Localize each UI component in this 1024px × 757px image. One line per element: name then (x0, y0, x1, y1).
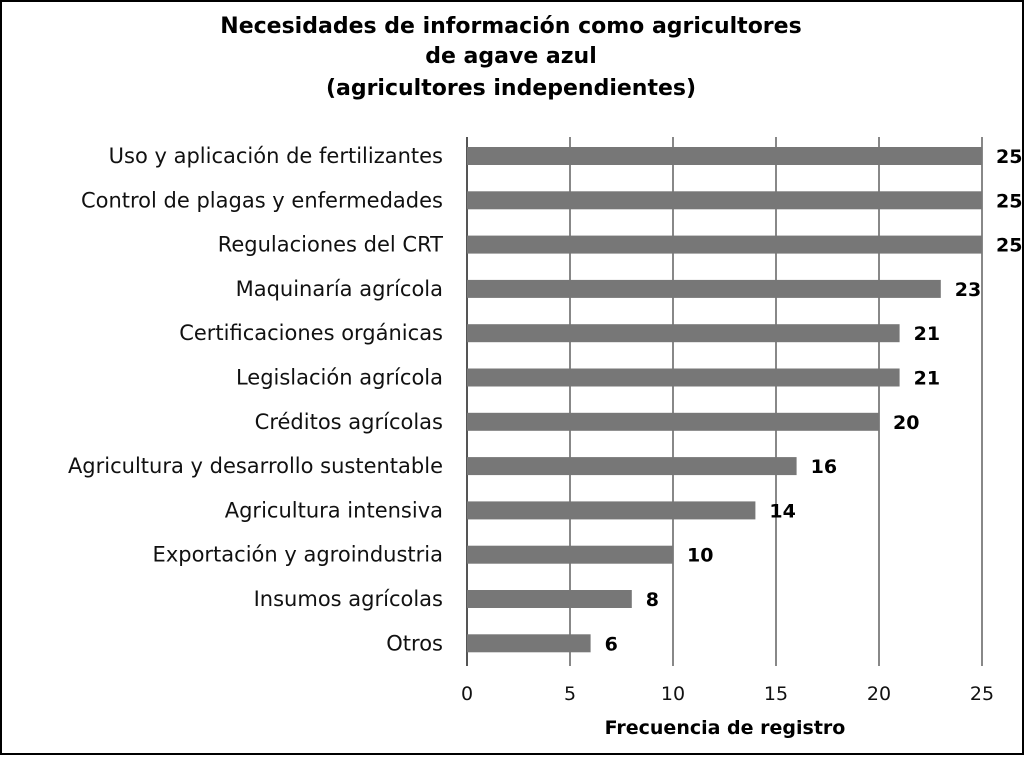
bar (467, 457, 797, 476)
value-label: 8 (646, 589, 659, 611)
bar (467, 412, 879, 431)
x-tick-label: 0 (461, 683, 473, 705)
category-label: Uso y aplicación de fertilizantes (109, 144, 443, 168)
x-tick-label: 25 (970, 683, 994, 705)
x-tick-label: 20 (867, 683, 891, 705)
x-tick-label: 10 (661, 683, 685, 705)
bar (467, 368, 900, 387)
bar (467, 191, 982, 210)
category-label: Control de plagas y enfermedades (81, 188, 443, 212)
value-label: 21 (914, 323, 940, 345)
bar (467, 545, 673, 564)
x-tick-labels: 0 5 10 15 20 25 (461, 683, 994, 705)
category-label: Exportación y agroindustria (153, 543, 443, 567)
value-label: 6 (605, 633, 618, 655)
bar (467, 590, 632, 608)
category-label: Agricultura intensiva (225, 498, 443, 522)
bar (467, 501, 756, 520)
value-label: 10 (687, 545, 713, 567)
bar (467, 147, 982, 165)
bar (467, 235, 982, 254)
category-label: Regulaciones del CRT (218, 233, 443, 257)
category-label: Créditos agrícolas (255, 410, 443, 434)
value-label: 14 (769, 500, 795, 522)
chart-title: Necesidades de información como agricult… (220, 14, 801, 101)
bar (467, 634, 591, 653)
category-label: Legislación agrícola (236, 366, 443, 390)
x-tick-label: 5 (564, 683, 576, 705)
value-labels: 25 25 25 23 21 21 20 16 14 10 8 6 (605, 146, 1023, 655)
value-label: 16 (811, 456, 837, 478)
value-label: 25 (996, 146, 1022, 168)
x-axis-title: Frecuencia de registro (605, 717, 846, 739)
chart-title-line: Necesidades de información como agricult… (220, 14, 801, 39)
category-labels: Uso y aplicación de fertilizantes Control… (68, 144, 443, 655)
x-tick-label: 15 (764, 683, 788, 705)
chart-title-line: (agricultores independientes) (326, 76, 696, 101)
category-label: Insumos agrícolas (254, 587, 443, 611)
value-label: 23 (955, 279, 981, 301)
category-label: Otros (386, 631, 443, 655)
value-label: 25 (996, 190, 1022, 212)
category-label: Maquinaría agrícola (236, 277, 443, 301)
chart-title-line: de agave azul (425, 44, 597, 69)
value-label: 21 (914, 368, 940, 390)
bar (467, 279, 941, 298)
bars (467, 147, 982, 653)
category-label: Agricultura y desarrollo sustentable (68, 454, 443, 478)
value-label: 25 (996, 235, 1022, 257)
value-label: 20 (893, 412, 919, 434)
category-label: Certificaciones orgánicas (179, 321, 443, 345)
bar (467, 324, 900, 343)
grid-lines (466, 137, 983, 666)
